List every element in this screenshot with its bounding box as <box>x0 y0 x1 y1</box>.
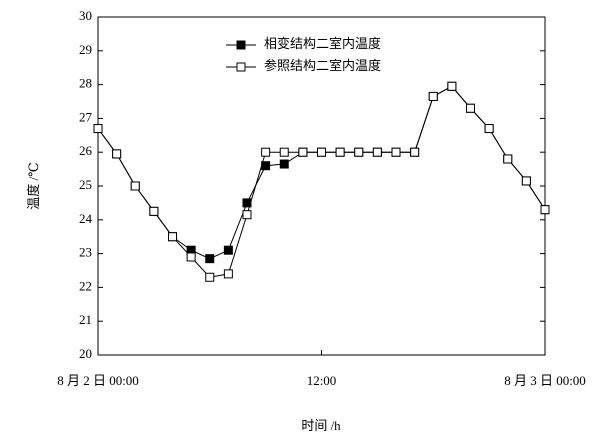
data-point <box>354 147 364 157</box>
legend-marker <box>236 40 246 50</box>
data-point <box>391 147 401 157</box>
y-tick-label: 26 <box>79 143 93 158</box>
y-tick-label: 24 <box>79 211 93 226</box>
y-tick-label: 30 <box>79 8 92 23</box>
data-point <box>130 181 140 191</box>
data-point <box>93 124 103 134</box>
data-point <box>242 210 252 220</box>
data-point <box>261 147 271 157</box>
data-point <box>205 254 215 264</box>
data-point <box>521 176 531 186</box>
y-tick-label: 29 <box>79 42 92 57</box>
data-point <box>410 147 420 157</box>
y-tick-label: 28 <box>79 76 92 91</box>
y-tick-label: 22 <box>79 278 92 293</box>
data-point <box>261 161 271 171</box>
data-point <box>447 81 457 91</box>
data-point <box>317 147 326 157</box>
data-point <box>372 147 382 157</box>
data-point <box>279 147 289 157</box>
data-point <box>335 147 345 157</box>
legend-label: 相变结构二室内温度 <box>264 36 381 51</box>
data-point <box>205 272 215 282</box>
data-point <box>168 232 177 242</box>
data-point <box>466 103 475 113</box>
data-point <box>298 147 308 157</box>
x-axis-label: 时间 /h <box>301 418 341 433</box>
data-point <box>112 149 122 159</box>
data-point <box>428 91 438 101</box>
data-point <box>503 154 513 164</box>
y-axis-label: 温度 /℃ <box>26 162 41 209</box>
y-tick-label: 25 <box>79 177 92 192</box>
y-tick-label: 27 <box>79 109 93 124</box>
y-tick-label: 23 <box>79 245 92 260</box>
x-tick-label: 8 月 3 日 00:00 <box>504 373 586 388</box>
data-point <box>540 205 550 215</box>
data-point <box>223 245 233 255</box>
x-tick-label: 12:00 <box>307 373 337 388</box>
data-point <box>484 124 494 134</box>
legend-marker <box>236 62 246 72</box>
y-tick-label: 20 <box>79 346 92 361</box>
x-tick-label: 8 月 2 日 00:00 <box>57 373 139 388</box>
data-point <box>223 269 233 279</box>
data-point <box>149 206 159 216</box>
data-point <box>242 198 252 208</box>
series-line <box>97 85 546 278</box>
y-tick-label: 21 <box>79 312 92 327</box>
series-line <box>97 85 546 260</box>
data-point <box>279 159 289 169</box>
legend-label: 参照结构二室内温度 <box>264 58 381 73</box>
data-point <box>186 252 196 262</box>
